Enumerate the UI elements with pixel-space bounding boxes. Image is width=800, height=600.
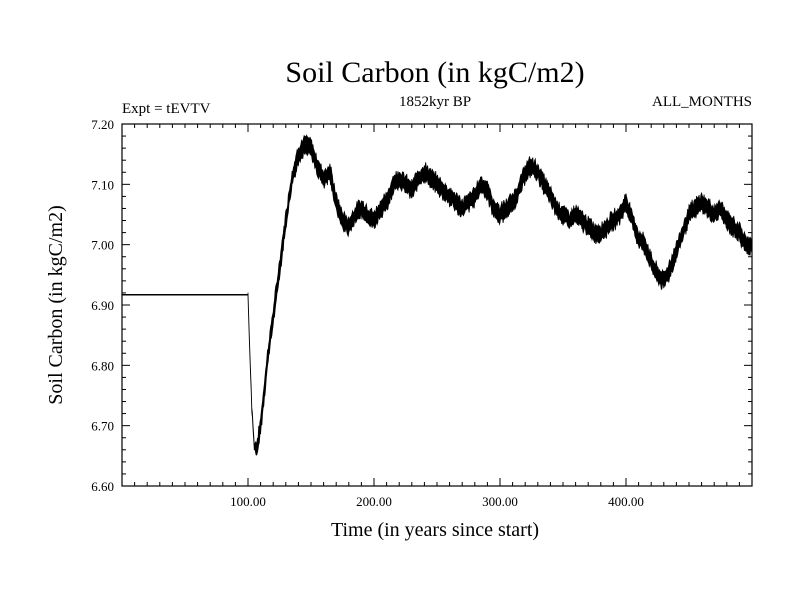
x-tick-label: 300.00 <box>482 494 518 509</box>
y-tick-label: 6.80 <box>91 358 114 373</box>
y-axis-label: Soil Carbon (in kgC/m2) <box>45 205 67 404</box>
plot-frame <box>121 123 753 487</box>
y-tick-label: 6.60 <box>91 479 114 494</box>
chart-subtitle: 1852kyr BP <box>399 94 471 110</box>
y-tick-label: 6.90 <box>91 298 114 313</box>
data-series-band <box>247 134 752 456</box>
y-tick-label: 7.20 <box>91 117 114 132</box>
months-label: ALL_MONTHS <box>652 94 752 110</box>
tick-labels-layer: 100.00 200.00 300.00 400.00 6.60 6.70 6.80 6.90… <box>91 117 644 509</box>
y-tick-label: 7.00 <box>91 238 114 253</box>
x-tick-label: 100.00 <box>230 494 266 509</box>
x-tick-label: 200.00 <box>356 494 392 509</box>
y-tick-label: 7.10 <box>91 177 114 192</box>
x-tick-label: 400.00 <box>608 494 644 509</box>
chart-title: Soil Carbon (in kgC/m2) <box>285 56 584 89</box>
x-axis-label: Time (in years since start) <box>331 519 539 541</box>
y-tick-label: 6.70 <box>91 419 114 434</box>
experiment-label: Expt = tEVTV <box>122 101 211 117</box>
